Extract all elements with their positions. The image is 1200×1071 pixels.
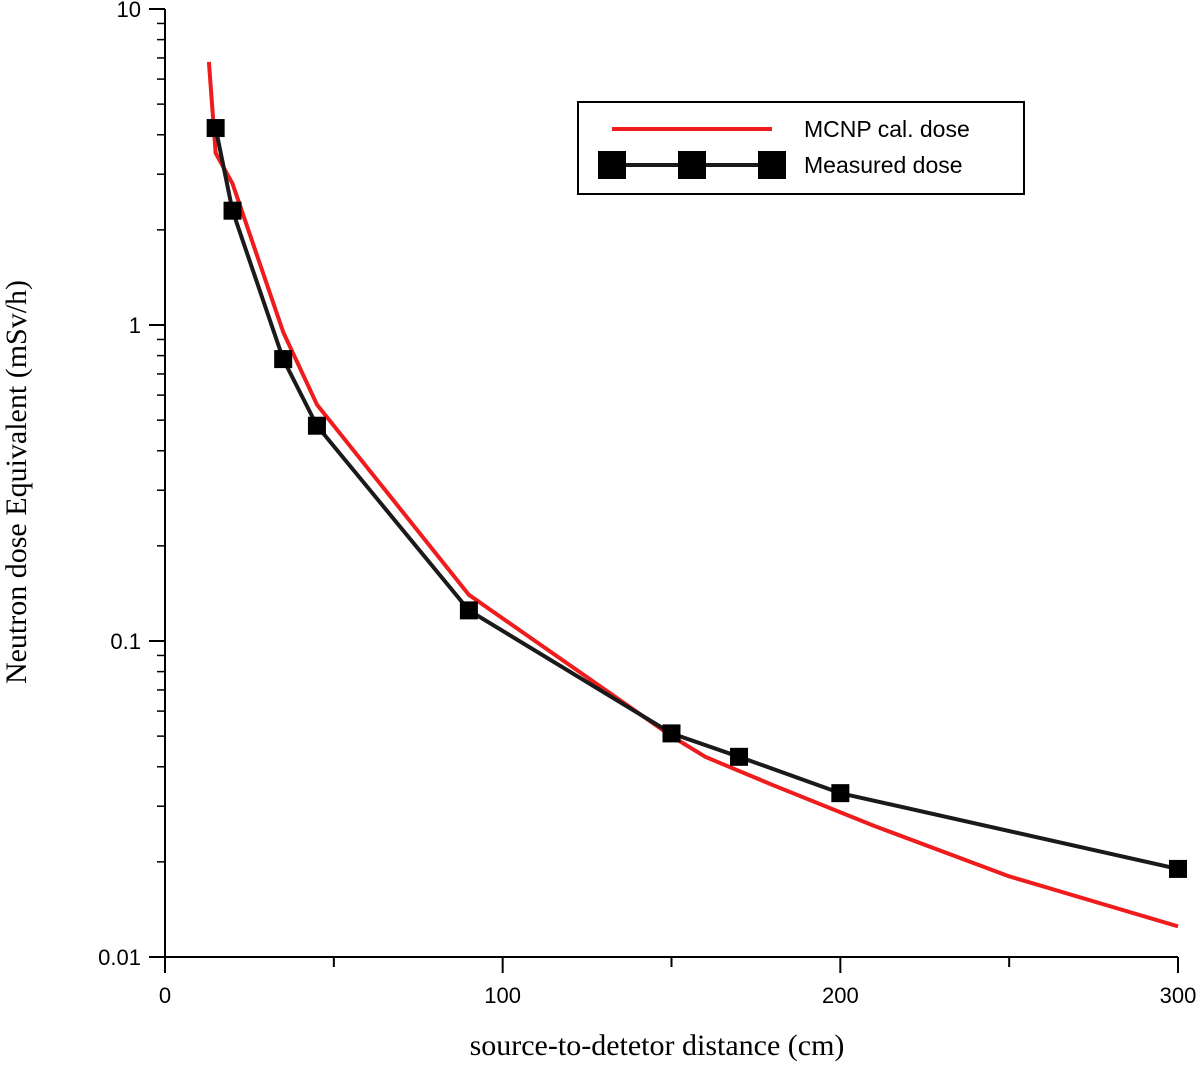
y-axis-title: Neutron dose Equivalent (mSv/h): [0, 280, 33, 684]
data-point: [223, 201, 242, 220]
x-tick-label: 200: [822, 983, 859, 1008]
legend-box: [577, 101, 1025, 195]
data-point: [730, 747, 749, 766]
x-axis-title: source-to-detetor distance (cm): [470, 1029, 845, 1062]
y-tick-label: 1: [129, 313, 141, 338]
x-tick-label: 0: [159, 983, 171, 1008]
data-point: [307, 416, 326, 435]
data-point: [1169, 859, 1187, 878]
legend: MCNP cal. dose Measured dose: [577, 101, 1025, 195]
x-tick-label: 100: [484, 983, 521, 1008]
y-tick-label: 10: [117, 0, 141, 22]
x-tick-label: 300: [1160, 983, 1197, 1008]
series-line-measured: [213, 127, 1179, 871]
y-tick-label: 0.1: [110, 629, 141, 654]
legend-marker: [758, 151, 786, 179]
y-tick-label: 0.01: [98, 945, 141, 970]
data-point: [206, 119, 225, 138]
legend-label-mcnp: MCNP cal. dose: [804, 116, 970, 142]
legend-marker: [598, 151, 626, 179]
legend-marker: [678, 151, 706, 179]
data-point: [662, 724, 681, 743]
data-point: [274, 350, 293, 369]
data-point: [459, 601, 478, 620]
data-point: [831, 784, 850, 803]
legend-label-measured: Measured dose: [804, 152, 963, 178]
series-line-mcnp: [206, 61, 1179, 929]
series-layer: [206, 61, 1187, 929]
